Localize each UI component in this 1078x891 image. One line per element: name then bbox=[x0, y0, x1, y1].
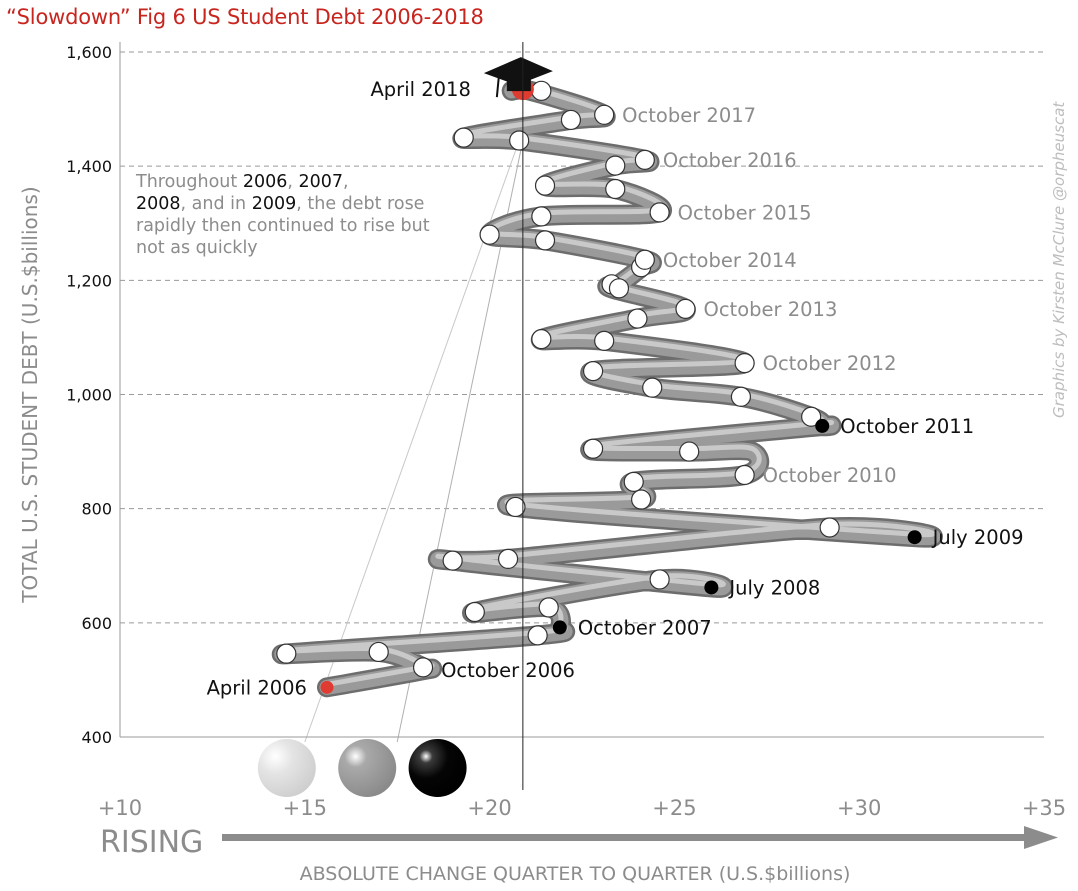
date-label: October 2015 bbox=[678, 201, 812, 224]
quarter-marker bbox=[582, 360, 604, 382]
endpoint-marker bbox=[320, 680, 334, 694]
y-tick-label: 1,600 bbox=[66, 43, 112, 62]
quarter-marker bbox=[453, 127, 474, 148]
date-label: October 2014 bbox=[663, 249, 797, 272]
date-label: October 2017 bbox=[622, 104, 756, 127]
quarter-marker bbox=[642, 377, 663, 398]
quarter-marker bbox=[276, 643, 297, 664]
quarter-marker bbox=[534, 230, 556, 251]
x-tick-label: +15 bbox=[283, 796, 327, 820]
y-tick-label: 600 bbox=[81, 614, 112, 633]
quarter-marker bbox=[505, 496, 526, 518]
quarter-marker bbox=[531, 329, 552, 350]
quarter-marker bbox=[531, 80, 552, 101]
quarter-marker bbox=[497, 548, 519, 570]
quarter-marker bbox=[560, 109, 582, 131]
cap-board bbox=[483, 57, 553, 86]
quarter-marker bbox=[675, 298, 696, 319]
milestone-marker bbox=[552, 620, 567, 635]
graduation-cap-icon bbox=[483, 57, 553, 98]
quarter-marker bbox=[605, 155, 626, 176]
quarter-marker bbox=[527, 625, 548, 646]
quarter-marker bbox=[819, 517, 840, 538]
milestone-marker bbox=[815, 418, 830, 433]
quarter-marker bbox=[627, 308, 648, 329]
quarter-marker bbox=[649, 202, 670, 223]
quarter-marker bbox=[623, 471, 644, 492]
x-tick-label: +35 bbox=[1022, 796, 1066, 820]
quarter-marker bbox=[442, 550, 463, 571]
y-axis-label: TOTAL U.S. STUDENT DEBT (U.S.$billions) bbox=[18, 186, 42, 603]
x-axis-label: ABSOLUTE CHANGE QUARTER TO QUARTER (U.S.… bbox=[300, 863, 851, 885]
rising-arrow-shaft bbox=[222, 834, 1030, 841]
date-label: April 2006 bbox=[207, 676, 307, 699]
quarter-marker bbox=[631, 489, 652, 510]
cap-tassel bbox=[495, 76, 500, 98]
quarter-marker bbox=[479, 224, 500, 245]
quarter-markers bbox=[276, 78, 922, 694]
quarter-marker bbox=[679, 441, 700, 462]
quarter-marker bbox=[582, 438, 604, 459]
date-label: July 2008 bbox=[727, 576, 820, 599]
x-tick-label: +10 bbox=[98, 796, 142, 820]
quarter-marker bbox=[531, 206, 552, 227]
date-label: October 2012 bbox=[763, 352, 897, 375]
legend-ball bbox=[257, 739, 316, 797]
date-label: July 2009 bbox=[931, 526, 1024, 549]
quarter-marker bbox=[605, 178, 626, 200]
legend-ball bbox=[408, 739, 467, 797]
x-tick-label: +20 bbox=[467, 796, 511, 820]
date-label: October 2010 bbox=[763, 464, 897, 487]
x-tick-label: +25 bbox=[652, 796, 696, 820]
date-label: October 2007 bbox=[578, 616, 712, 639]
quarter-marker bbox=[464, 601, 485, 623]
y-tick-label: 1,000 bbox=[66, 386, 112, 405]
quarter-marker bbox=[634, 149, 655, 170]
cap-base bbox=[506, 79, 531, 92]
rising-arrow-head bbox=[1024, 826, 1058, 849]
y-tick-label: 800 bbox=[81, 500, 112, 519]
quarter-marker bbox=[734, 464, 755, 486]
chart-title: “Slowdown” Fig 6 US Student Debt 2006-20… bbox=[6, 5, 484, 29]
date-label: October 2011 bbox=[840, 415, 974, 438]
quarter-marker bbox=[509, 130, 530, 151]
annotation-note: Throughout 2006, 2007, 2008, and in 2009,… bbox=[136, 172, 430, 258]
quarter-marker bbox=[594, 104, 615, 125]
quarter-marker bbox=[412, 657, 434, 678]
credit-text: Graphics by Kirsten McClure @orpheuscat bbox=[1050, 101, 1068, 418]
quarter-marker bbox=[730, 386, 752, 407]
date-label: October 2013 bbox=[703, 298, 837, 321]
quarter-marker bbox=[634, 249, 655, 270]
x-tick-label: +30 bbox=[837, 796, 881, 820]
y-tick-label: 1,200 bbox=[66, 271, 112, 290]
quarter-marker bbox=[608, 278, 630, 299]
x-arrow-label: RISING bbox=[100, 825, 203, 860]
axes: 400 600 800 1,000 1,200 1,400 1,600 +10 +15 +20 +2… bbox=[18, 42, 1066, 885]
date-label: October 2016 bbox=[663, 149, 797, 172]
legend-ball bbox=[338, 739, 397, 797]
milestone-marker bbox=[704, 580, 719, 595]
quarter-marker bbox=[734, 353, 755, 374]
quarter-marker bbox=[534, 175, 556, 196]
quarter-marker bbox=[368, 641, 389, 663]
date-label: April 2018 bbox=[370, 78, 470, 101]
milestone-marker bbox=[907, 530, 922, 545]
quarter-marker bbox=[801, 406, 822, 427]
quarter-marker bbox=[649, 569, 670, 590]
quarter-marker bbox=[594, 330, 615, 351]
date-label: October 2006 bbox=[441, 659, 575, 682]
quarter-marker bbox=[538, 597, 559, 618]
y-tick-label: 1,400 bbox=[66, 157, 112, 176]
y-tick-label: 400 bbox=[81, 728, 112, 747]
legend-balls bbox=[257, 739, 467, 797]
